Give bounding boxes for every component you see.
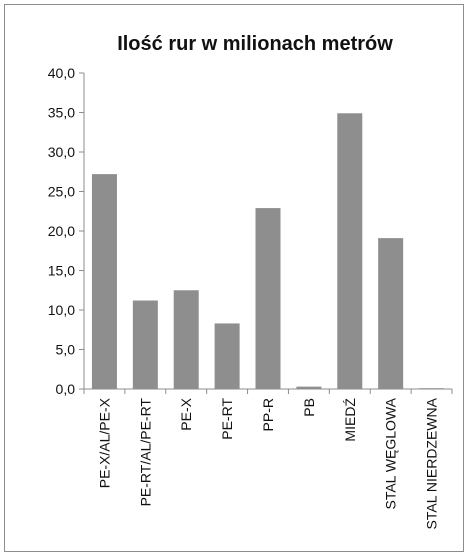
bar-4 <box>255 208 281 389</box>
x-category-label: PB <box>301 398 317 417</box>
x-category-label: STAL WĘGLOWA <box>383 397 399 509</box>
bars <box>91 113 445 389</box>
y-tick-label: 30,0 <box>48 144 75 160</box>
y-tick-label: 40,0 <box>48 65 75 81</box>
bar-7 <box>378 238 404 389</box>
y-tick-label: 0,0 <box>56 381 76 397</box>
y-axis-ticks: 0,0 5,0 10,0 15,0 20,0 25,0 30,0 35,0 40,0 <box>48 65 84 397</box>
y-tick-label: 10,0 <box>48 302 75 318</box>
x-category-label: PE-X/AL/PE-X <box>96 397 112 488</box>
chart-title: Ilość rur w milionach metrów <box>117 33 393 55</box>
bar-2 <box>173 290 199 389</box>
x-category-label: STAL NIERDZEWNA <box>424 397 440 529</box>
y-tick-label: 5,0 <box>56 342 76 358</box>
y-tick-label: 35,0 <box>48 105 75 121</box>
y-tick-label: 25,0 <box>48 184 75 200</box>
bar-0 <box>91 174 117 389</box>
bar-1 <box>132 300 158 389</box>
x-category-label: MIEDŹ <box>342 398 358 442</box>
x-category-label: PE-RT <box>219 398 235 440</box>
y-tick-label: 20,0 <box>48 223 75 239</box>
x-category-label: PE-RT/AL/PE-RT <box>137 398 153 507</box>
x-category-label: PE-X <box>178 397 194 430</box>
x-category-label: PP-R <box>260 398 276 431</box>
bar-3 <box>214 323 240 389</box>
bar-6 <box>337 113 363 389</box>
bar-5 <box>296 386 322 389</box>
x-axis-labels: PE-X/AL/PE-X PE-RT/AL/PE-RT PE-X PE-RT PP-R P… <box>83 389 453 529</box>
y-tick-label: 15,0 <box>48 263 75 279</box>
